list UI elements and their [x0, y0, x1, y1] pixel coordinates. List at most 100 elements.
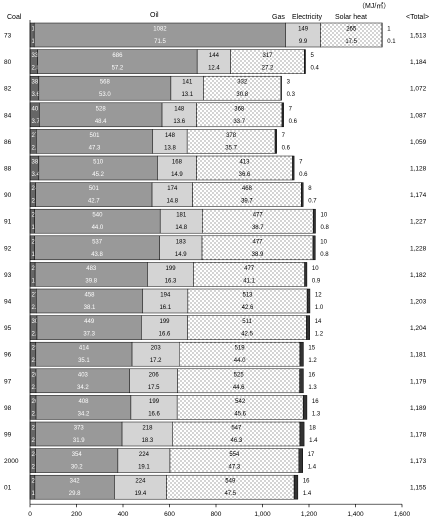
share-label-solar-heat: 1.3 — [312, 411, 321, 417]
total-label: 1,184 — [410, 59, 427, 66]
value-label-oil: 540 — [92, 213, 103, 219]
bar-oil — [36, 129, 154, 154]
bar-oil — [38, 155, 158, 181]
share-label-electricity: 17.5 — [345, 39, 357, 45]
bars-layer: 73181.1108271.51499.926517.510.11,513803… — [4, 22, 427, 500]
value-label-coal: 24 — [32, 452, 39, 458]
share-label-electricity: 46.3 — [231, 438, 243, 444]
value-label-gas: 224 — [135, 479, 146, 485]
x-tick-label: 1,600 — [394, 511, 411, 518]
share-label-oil: 31.9 — [73, 438, 85, 444]
share-label-gas: 16.1 — [159, 305, 171, 311]
value-label-coal: 26 — [32, 372, 39, 378]
bar-solar-heat — [298, 448, 303, 473]
value-label-oil: 458 — [85, 293, 96, 299]
bar-gas — [121, 421, 174, 447]
share-label-electricity: 35.7 — [225, 145, 237, 151]
share-label-coal: 2.5 — [32, 332, 41, 338]
value-label-gas: 224 — [139, 452, 150, 458]
year-label: 92 — [4, 245, 12, 252]
bar-oil — [35, 368, 130, 394]
bar-oil — [36, 315, 142, 340]
bar-electricity — [192, 182, 302, 207]
bar-oil — [35, 341, 133, 367]
bar-gas — [161, 102, 197, 128]
value-label-coal: 26 — [32, 399, 39, 405]
value-label-gas: 199 — [149, 399, 160, 405]
share-label-gas: 14.9 — [171, 172, 183, 178]
bar-gas — [170, 75, 204, 101]
value-label-oil: 403 — [78, 372, 89, 378]
share-label-electricity: 30.8 — [236, 92, 248, 98]
x-tick-label: 200 — [71, 511, 82, 518]
year-label: 86 — [4, 139, 12, 146]
total-label: 1,155 — [410, 485, 427, 492]
bar-electricity — [169, 448, 300, 473]
bar-solar-heat — [312, 235, 316, 261]
unit-label: （MJ/㎡） — [358, 2, 390, 10]
bar-electricity — [176, 395, 304, 420]
bar-gas — [151, 182, 193, 207]
value-label-solar-heat: 16 — [303, 479, 310, 485]
value-label-electricity: 549 — [225, 479, 236, 485]
value-label-coal: 25 — [32, 346, 39, 352]
bar-gas — [196, 49, 231, 74]
value-label-electricity: 477 — [253, 213, 264, 219]
value-label-oil: 1082 — [153, 27, 167, 33]
bar-solar-heat — [299, 368, 304, 394]
value-label-gas: 174 — [167, 186, 178, 192]
value-label-electricity: 332 — [237, 80, 248, 86]
value-label-solar-heat: 10 — [312, 266, 319, 272]
value-label-oil: 510 — [93, 160, 104, 166]
value-label-solar-heat: 16 — [312, 399, 319, 405]
value-label-solar-heat: 5 — [311, 53, 315, 59]
year-label: 01 — [4, 485, 12, 492]
share-label-electricity: 33.7 — [233, 119, 245, 125]
share-label-solar-heat: 1.0 — [315, 305, 324, 311]
total-label: 1,174 — [410, 192, 427, 199]
x-tick-label: 800 — [211, 511, 222, 518]
legend-oil: Oil — [150, 12, 159, 19]
share-label-solar-heat: 0.4 — [311, 66, 320, 72]
bar-row-94: 94 27 2.2 458 38.1 194 16.1 513 42.6 12 1.0 1,203 — [4, 288, 427, 314]
bar-gas — [159, 235, 203, 261]
value-label-gas: 168 — [172, 160, 183, 166]
value-label-gas: 141 — [182, 80, 193, 86]
share-label-electricity: 47.3 — [229, 465, 241, 471]
total-label: 1,181 — [410, 352, 427, 359]
value-label-electricity: 511 — [242, 319, 252, 325]
bar-oil — [33, 22, 287, 48]
share-label-electricity: 39.7 — [241, 199, 253, 205]
share-label-solar-heat: 0.8 — [321, 225, 330, 231]
value-label-electricity: 525 — [234, 372, 245, 378]
value-label-electricity: 513 — [242, 293, 253, 299]
value-label-electricity: 554 — [229, 452, 240, 458]
share-label-oil: 57.2 — [112, 66, 124, 72]
share-label-oil: 53.0 — [99, 92, 111, 98]
share-label-gas: 16.3 — [165, 278, 177, 284]
value-label-coal: 40 — [32, 106, 39, 112]
bar-electricity — [320, 22, 383, 48]
bar-electricity — [193, 262, 305, 287]
value-label-gas: 206 — [149, 372, 160, 378]
total-label: 1,072 — [410, 86, 427, 93]
value-label-solar-heat: 12 — [315, 293, 322, 299]
share-label-oil: 71.5 — [154, 39, 166, 45]
bar-solar-heat — [306, 288, 311, 314]
value-label-gas: 144 — [209, 53, 220, 59]
value-label-solar-heat: 15 — [308, 346, 315, 352]
total-label: 1,203 — [410, 299, 427, 306]
total-label: 1,228 — [410, 245, 427, 252]
share-label-solar-heat: 1.2 — [308, 358, 317, 364]
share-label-oil: 29.8 — [69, 491, 81, 497]
bar-solar-heat — [304, 49, 306, 74]
year-label: 98 — [4, 405, 12, 412]
total-header: <Total> — [406, 14, 429, 21]
value-label-solar-heat: 16 — [308, 372, 315, 378]
value-label-gas: 203 — [151, 346, 162, 352]
share-label-gas: 14.8 — [166, 199, 178, 205]
value-label-electricity: 477 — [244, 266, 255, 272]
